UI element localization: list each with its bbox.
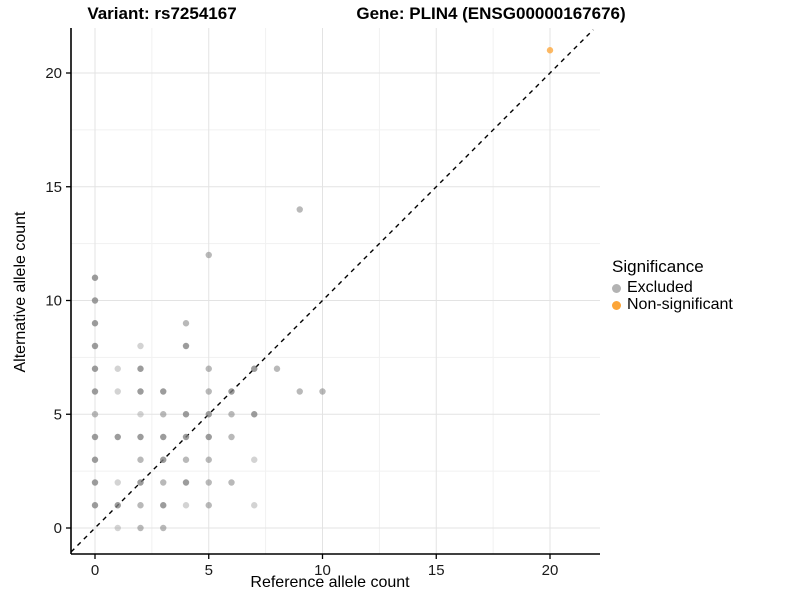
x-tick-label: 15 <box>428 562 445 579</box>
data-point-excluded <box>160 502 167 509</box>
data-point-excluded <box>114 479 121 486</box>
x-tick-label: 20 <box>542 562 559 579</box>
data-point-excluded <box>160 456 167 463</box>
data-point-excluded <box>160 411 167 418</box>
legend-title: Significance <box>612 257 704 276</box>
legend: Significance Excluded Non-significant <box>612 257 733 314</box>
data-point-excluded <box>273 365 281 372</box>
data-point-excluded <box>137 456 144 463</box>
data-point-excluded <box>296 206 303 213</box>
data-point-nonsignificant <box>546 47 554 54</box>
data-point-excluded <box>205 251 212 259</box>
data-point-excluded <box>137 342 144 350</box>
data-point-excluded <box>160 524 167 532</box>
data-point-excluded <box>251 365 258 372</box>
data-point-excluded <box>91 411 99 418</box>
data-point-excluded <box>228 411 235 418</box>
data-point-excluded <box>91 433 99 441</box>
nonsignificant-dot-icon <box>612 300 621 310</box>
x-tick-label: 0 <box>91 562 99 579</box>
x-tick-label: 10 <box>314 562 331 579</box>
data-point-excluded <box>251 456 258 463</box>
data-point-excluded <box>205 433 212 441</box>
data-point-excluded <box>228 388 235 395</box>
legend-item-excluded: Excluded <box>612 279 733 296</box>
data-point-excluded <box>91 365 99 372</box>
data-point-excluded <box>160 433 167 441</box>
data-point-excluded <box>91 297 99 304</box>
data-point-excluded <box>137 524 144 532</box>
data-point-excluded <box>205 411 212 418</box>
data-point-excluded <box>182 479 190 486</box>
data-point-excluded <box>137 365 144 372</box>
data-point-excluded <box>319 388 326 395</box>
data-point-excluded <box>137 502 144 509</box>
data-point-excluded <box>182 456 190 463</box>
data-point-excluded <box>205 365 212 372</box>
data-point-excluded <box>91 502 99 509</box>
data-point-excluded <box>296 388 303 395</box>
data-point-excluded <box>205 479 212 486</box>
data-point-excluded <box>137 479 144 486</box>
data-point-excluded <box>114 365 121 372</box>
data-point-excluded <box>137 411 144 418</box>
y-tick-label: 5 <box>54 406 62 423</box>
data-point-excluded <box>91 456 99 463</box>
y-tick-label: 10 <box>45 293 62 310</box>
data-point-excluded <box>91 320 99 327</box>
legend-item-label: Non-significant <box>627 296 733 313</box>
data-point-excluded <box>205 456 212 463</box>
data-point-excluded <box>114 388 121 395</box>
data-point-excluded <box>228 433 235 441</box>
data-point-excluded <box>182 342 190 350</box>
variant-title: Variant: rs7254167 <box>87 4 237 23</box>
data-point-excluded <box>137 433 144 441</box>
data-point-excluded <box>91 342 99 350</box>
data-point-excluded <box>160 388 167 395</box>
data-point-excluded <box>182 502 190 509</box>
gene-title: Gene: PLIN4 (ENSG00000167676) <box>356 4 626 23</box>
y-tick-label: 20 <box>45 65 62 82</box>
data-point-excluded <box>114 433 121 441</box>
data-point-excluded <box>114 524 121 532</box>
y-axis-title: Alternative allele count <box>12 211 29 373</box>
x-tick-label: 5 <box>205 562 213 579</box>
legend-item-label: Excluded <box>627 279 693 296</box>
data-point-excluded <box>160 479 167 486</box>
data-point-excluded <box>205 388 212 395</box>
identity-line <box>70 29 594 553</box>
data-point-excluded <box>114 502 121 509</box>
data-point-excluded <box>251 502 258 509</box>
y-tick-label: 0 <box>54 520 62 537</box>
data-point-excluded <box>91 274 99 281</box>
legend-item-nonsignificant: Non-significant <box>612 296 733 313</box>
data-point-excluded <box>91 479 99 486</box>
data-point-excluded <box>91 388 99 395</box>
data-point-excluded <box>205 502 212 509</box>
y-tick-label: 15 <box>45 179 62 196</box>
x-axis-title: Reference allele count <box>250 574 410 591</box>
excluded-dot-icon <box>612 283 621 293</box>
data-point-excluded <box>182 320 190 327</box>
data-point-excluded <box>182 411 190 418</box>
data-point-excluded <box>228 479 235 486</box>
data-point-excluded <box>182 433 190 441</box>
data-point-excluded <box>137 388 144 395</box>
data-point-excluded <box>251 411 258 418</box>
